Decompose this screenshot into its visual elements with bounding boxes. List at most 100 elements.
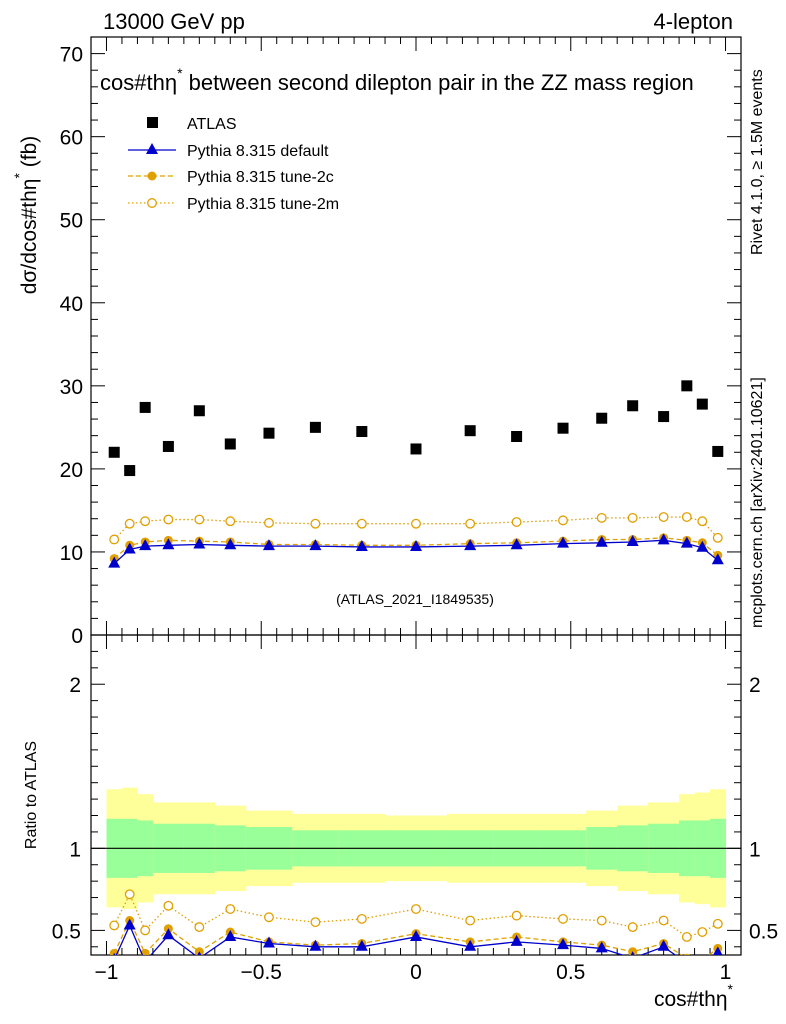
atlas-data-point [410,443,422,455]
main-default-point [224,538,237,550]
main-default-point [595,535,608,547]
side-rivet-label: Rivet 4.1.0, ≥ 1.5M events [749,69,766,255]
atlas-data-point [511,430,523,442]
ratio-y-tick-label: 2 [69,674,81,697]
main-y-tick-label: 10 [60,542,83,565]
x-tick-label: 1 [720,961,732,984]
legend-marker-atlas [147,117,158,128]
main-default-point [680,536,693,548]
main-tune2m-point [140,516,151,527]
ratio-default-point [113,952,116,955]
main-default-point [410,539,422,551]
main-y-tick-label: 70 [60,44,83,67]
x-axis: −1 −0.5 0 0.5 1 [94,37,731,984]
x-tick-label: 0.5 [556,961,585,984]
atlas-data-point [596,412,608,424]
ratio-tune2m-point [140,925,151,936]
ratio-tune2m-point [511,910,522,921]
ratio-y-tick-label-right: 0.5 [749,920,778,943]
plot-title-sup: * [177,65,183,81]
atlas-data-point [696,398,708,410]
atlas-data-point [627,400,639,412]
main-default-point [193,537,206,549]
main-tune2m-point [465,518,476,529]
ratio-tune2c-point [194,947,204,955]
ratio-tune2m-point [264,912,274,923]
main-default-point [108,556,121,568]
ratio-tune2c-point [140,948,150,955]
ratio-default-point [696,959,708,970]
process-label: 4-lepton [653,9,733,34]
ratio-y-axis-label: Ratio to ATLAS [23,741,40,849]
ratio-tune2m-point [194,922,205,933]
atlas-data-point [162,440,174,452]
ratio-series-layer [109,889,723,970]
ratio-tune2m-point [109,920,120,931]
main-tune2m-point [681,512,692,523]
ratio-tune2m-point [465,915,476,926]
ratio-tune2m-point [356,913,367,924]
ratio-tune2m-point [225,904,236,915]
x-axis-label-sup: * [728,981,734,997]
ratio-default-point [144,954,146,955]
main-tune2m-point [225,516,236,527]
ratio-default-point [309,939,322,951]
main-tune2m-point [124,518,135,529]
main-default-point [510,538,523,550]
atlas-data-point [658,411,670,423]
plot-title-main: cos#thη [100,70,177,95]
main-default-point [139,539,152,551]
legend-marker-tune2m [147,198,157,208]
ratio-y-tick-label-right: 2 [749,674,761,697]
atlas-data-point [712,445,724,457]
ratio-tune2m-point [310,917,321,928]
ratio-y-tick-label: 1 [69,838,81,861]
ratio-default-point [713,946,723,955]
ratio-tune2m-point [596,915,607,926]
x-tick-label: 0 [410,961,422,984]
ratio-y-tick-label: 0.5 [52,920,81,943]
main-default-point [123,542,136,554]
ratio-default-point [557,938,570,950]
atlas-data-point [224,438,236,450]
ratio-default-point [410,929,422,941]
main-tune2m-point [264,517,274,528]
main-y-tick-label: 0 [71,625,83,648]
main-tune2m-point [194,514,205,525]
atlas-data-point [557,422,569,434]
x-axis-label: cos#thη* [654,981,734,1011]
main-default-point [557,536,570,548]
main-default-point [355,539,368,551]
ratio-tune2m-point [658,915,669,926]
main-tune2m-point [310,518,321,529]
main-tune2m-point [658,512,669,523]
ratio-tune2c-point [698,955,707,964]
atlas-data-point [464,425,476,437]
main-y-axis-label: dσ/dcos#thη* (fb) [11,136,41,295]
main-tune2m-point [511,517,522,527]
main-y-axis: 0 10 20 30 40 50 60 70 [60,36,741,648]
main-default-point [711,553,724,565]
atlas-data-point [681,380,693,392]
main-tune2m-point [558,515,568,526]
ratio-tune2m-point [697,927,708,937]
ratio-default-point [464,939,477,951]
legend-marker-default [146,143,158,154]
legend-label-default: Pythia 8.315 default [187,143,329,160]
ratio-default-point [123,918,136,930]
main-tune2m-point [411,518,421,529]
atlas-data-point [108,446,120,458]
main-default-point [626,534,639,546]
main-default-point [696,540,709,552]
ratio-default-point [630,951,635,955]
ratio-default-point [681,956,693,967]
main-series-layer [108,380,724,568]
ratio-tune2m-point [681,931,692,942]
main-y-tick-label: 50 [60,210,83,233]
ratio-default-point [510,934,523,946]
atlas-data-point [309,421,321,433]
main-tune2m-point [596,512,607,523]
plot-title: cos#thη* between second dilepton pair in… [100,65,694,95]
atlas-data-point [124,465,136,477]
legend-label-tune2m: Pythia 8.315 tune-2m [187,196,339,213]
